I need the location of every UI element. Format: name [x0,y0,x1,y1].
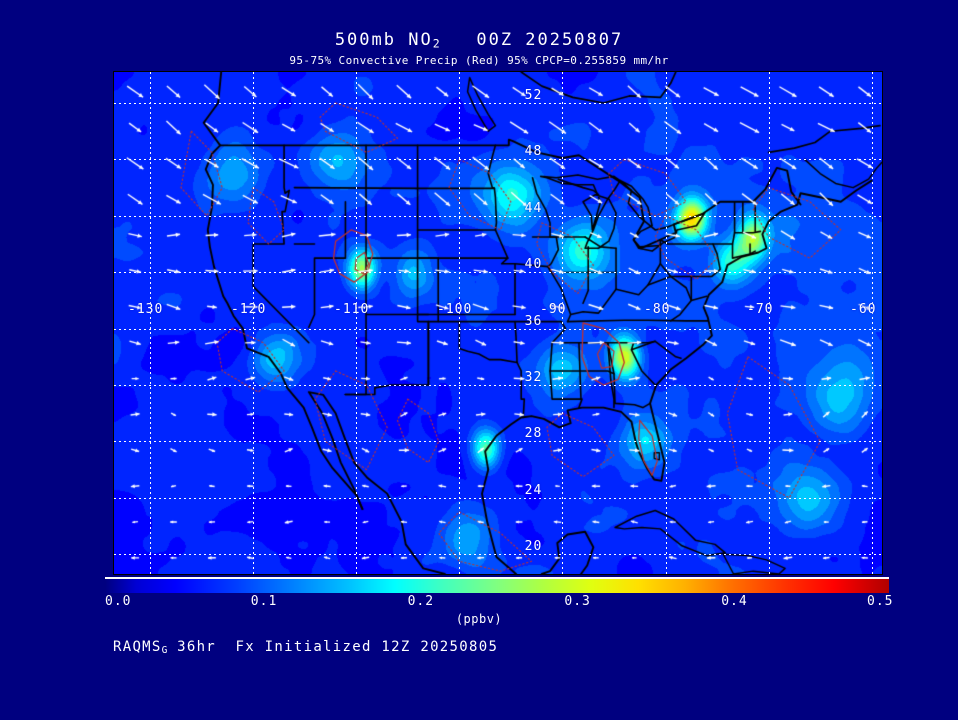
title-prefix: 500mb NO [334,30,433,50]
colorbar-tick-label: 0.4 [721,594,748,609]
figure-subtitle: 95-75% Convective Precip (Red) 95% CPCP=… [289,54,669,67]
footer-prefix: RAQMS [113,639,162,655]
colorbar-tick-label: 0.0 [105,594,132,609]
colorbar-tick-label: 0.2 [407,594,435,609]
colorbar-gradient [105,577,889,593]
figure-title: 500mb NO2 00Z 20250807 [0,30,958,51]
colorbar-tick-label: 0.5 [867,594,894,609]
map-plot-area: 52 48 44 40 36 32 28 24 20 -130 -120 -110 -100 -90 -80… [113,71,883,575]
footer-subscript: G [161,645,168,657]
no2-concentration-field [114,72,882,574]
colorbar-tick-label: 0.3 [564,594,591,609]
title-suffix: 00Z 20250807 [439,30,624,50]
title-subscript: 2 [432,36,440,51]
colorbar-units-label: (ppbv) [455,612,503,626]
model-run-caption: RAQMSG 36hr Fx Initialized 12Z 20250805 [113,639,498,656]
colorbar-tick-label: 0.1 [250,594,278,609]
footer-suffix: 36hr Fx Initialized 12Z 20250805 [167,639,499,655]
colorbar [105,577,889,593]
